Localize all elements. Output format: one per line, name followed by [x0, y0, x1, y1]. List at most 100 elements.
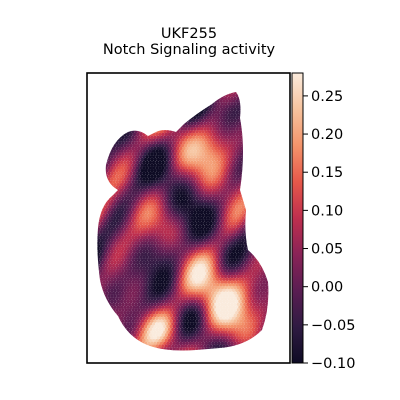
spot: [219, 99, 223, 103]
plot-frame: [86, 72, 291, 364]
spot: [209, 144, 213, 148]
spot: [251, 210, 255, 215]
spot: [135, 110, 140, 115]
spot: [262, 124, 266, 128]
spot: [113, 194, 117, 198]
spot: [206, 116, 210, 120]
spot: [119, 333, 124, 337]
spot: [166, 146, 170, 151]
spot: [134, 247, 138, 251]
spot: [159, 118, 164, 123]
spot: [182, 269, 186, 273]
spot: [135, 283, 140, 287]
spot: [143, 269, 148, 273]
spot: [159, 247, 164, 251]
spot: [127, 152, 132, 156]
spot: [235, 183, 239, 187]
spot: [99, 102, 103, 106]
spot: [225, 216, 229, 220]
spot: [217, 247, 221, 251]
spot: [131, 213, 135, 217]
spot: [265, 107, 269, 112]
spot: [211, 191, 215, 195]
spot: [126, 110, 130, 115]
spot: [238, 160, 242, 165]
spot: [174, 216, 178, 220]
spot: [167, 305, 172, 309]
spot: [102, 169, 106, 173]
spot: [183, 155, 188, 159]
spot: [257, 105, 261, 109]
spot: [148, 227, 153, 231]
spot: [196, 138, 201, 142]
spot: [98, 88, 101, 91]
spot: [116, 283, 121, 287]
spot: [251, 116, 255, 120]
spot: [263, 327, 268, 332]
spot: [140, 180, 145, 184]
spot: [139, 333, 143, 337]
spot: [188, 336, 193, 340]
spot: [269, 331, 272, 334]
spot: [209, 216, 213, 220]
spot: [260, 105, 265, 109]
spot: [156, 224, 161, 229]
spot: [244, 188, 249, 192]
spot: [265, 269, 269, 273]
spot: [201, 235, 205, 240]
spot: [206, 244, 210, 248]
spot: [153, 174, 157, 178]
spot: [198, 247, 202, 251]
spot: [110, 277, 114, 281]
spot: [161, 121, 165, 126]
spot: [260, 283, 265, 287]
spot: [227, 258, 231, 262]
spot: [220, 113, 225, 117]
spot: [190, 155, 194, 159]
spot: [166, 174, 170, 178]
spot: [228, 166, 233, 170]
spot: [161, 144, 165, 148]
spot: [247, 311, 252, 315]
spot: [251, 93, 255, 98]
spot: [206, 99, 210, 103]
spot: [175, 302, 180, 307]
spot: [262, 107, 266, 112]
spot: [174, 327, 178, 332]
spot: [107, 327, 111, 332]
spot: [212, 288, 217, 293]
spot: [222, 138, 226, 142]
spot: [195, 330, 199, 334]
spot: [207, 302, 212, 307]
spot: [124, 196, 129, 201]
spot: [111, 330, 116, 334]
spot: [110, 227, 114, 231]
spot: [203, 205, 207, 209]
spot: [158, 244, 162, 248]
spot: [155, 311, 159, 315]
spot: [159, 102, 164, 106]
spot: [102, 241, 106, 245]
spot: [143, 169, 148, 173]
spot: [172, 230, 177, 234]
spot: [239, 297, 244, 301]
spot: [203, 199, 207, 204]
spot: [161, 155, 165, 159]
spot: [220, 280, 225, 284]
spot: [113, 183, 117, 187]
spot: [211, 118, 215, 123]
spot: [180, 294, 185, 298]
spot: [119, 327, 124, 332]
spot: [113, 233, 117, 237]
spot: [97, 149, 101, 153]
spot: [198, 286, 202, 290]
spot: [132, 166, 137, 170]
spot: [123, 227, 127, 231]
spot: [196, 305, 201, 309]
spot: [235, 277, 239, 281]
spot: [244, 316, 249, 320]
spot: [118, 118, 122, 123]
spot: [97, 183, 101, 187]
spot: [199, 238, 204, 242]
